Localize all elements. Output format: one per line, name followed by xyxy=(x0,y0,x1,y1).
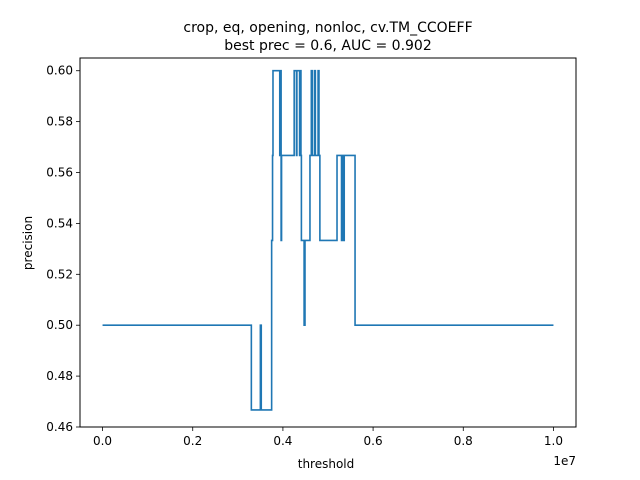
y-axis-label: precision xyxy=(21,216,35,270)
y-tick-label: 0.54 xyxy=(46,216,73,230)
y-tick-label: 0.58 xyxy=(46,115,73,129)
x-tick-label: 0.2 xyxy=(183,434,202,448)
x-tick-label: 0.0 xyxy=(93,434,112,448)
x-axis-label: threshold xyxy=(298,457,355,471)
x-tick-label: 0.6 xyxy=(364,434,383,448)
y-tick-label: 0.60 xyxy=(46,64,73,78)
y-axis-ticks: 0.46 0.48 0.50 0.52 0.54 0.56 0.58 0.60 xyxy=(46,64,80,434)
y-tick-label: 0.50 xyxy=(46,318,73,332)
series-line-0 xyxy=(102,69,554,411)
chart-title-line1: crop, eq, opening, nonloc, cv.TM_CCOEFF xyxy=(183,20,472,36)
y-tick-label: 0.46 xyxy=(46,420,73,434)
x-offset-text: 1e7 xyxy=(553,454,576,468)
x-tick-label: 0.8 xyxy=(454,434,473,448)
x-tick-label: 0.4 xyxy=(273,434,292,448)
y-tick-label: 0.56 xyxy=(46,166,73,180)
chart-title-line2: best prec = 0.6, AUC = 0.902 xyxy=(224,38,431,54)
y-tick-label: 0.52 xyxy=(46,267,73,281)
axes-frame xyxy=(79,57,577,428)
x-tick-label: 1.0 xyxy=(544,434,563,448)
y-tick-label: 0.48 xyxy=(46,369,73,383)
plot-area xyxy=(102,69,554,411)
x-axis-ticks: 0.0 0.2 0.4 0.6 0.8 1.0 xyxy=(93,427,563,448)
